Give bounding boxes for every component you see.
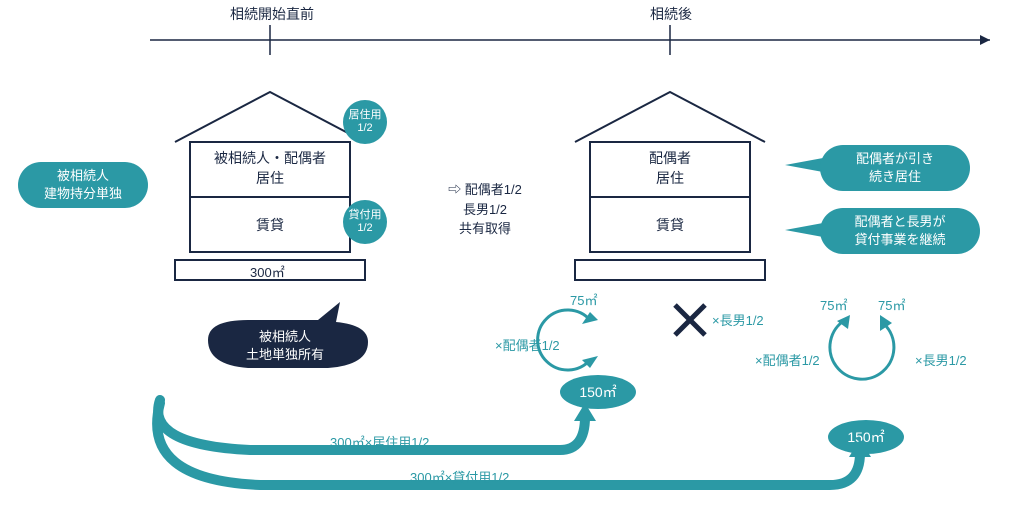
cross-label: ×長男1/2 bbox=[712, 310, 764, 329]
badge-residential: 居住用 1/2 bbox=[343, 100, 387, 144]
center-text: ⇨ 配偶者1/2 長男1/2 共有取得 bbox=[430, 180, 540, 239]
badge-rental-line2: 1/2 bbox=[357, 222, 372, 235]
right-bubble2-line1: 配偶者と長男が bbox=[854, 213, 945, 231]
cycle-right bbox=[810, 305, 910, 395]
calc-left-mult: ×配偶者1/2 bbox=[495, 335, 560, 354]
timeline bbox=[0, 0, 1013, 60]
cross-x bbox=[670, 300, 710, 340]
badge-residential-line2: 1/2 bbox=[357, 122, 372, 135]
timeline-after-label: 相続後 bbox=[650, 4, 692, 24]
calc-left-top: 75㎡ bbox=[570, 290, 597, 309]
house-left-row1: 被相続人・配偶者 居住 bbox=[195, 148, 345, 188]
left-bubble-line2: 建物持分単独 bbox=[44, 185, 122, 203]
badge-rental: 貸付用 1/2 bbox=[343, 200, 387, 244]
navy-bubble-text: 被相続人 土地単独所有 bbox=[220, 328, 350, 364]
center-text-line2: 長男1/2 bbox=[430, 200, 540, 220]
navy-bubble-line1: 被相続人 bbox=[220, 328, 350, 346]
navy-bubble-line2: 土地単独所有 bbox=[220, 346, 350, 364]
right-bubble1-line1: 配偶者が引き bbox=[856, 150, 934, 168]
house-right-row1: 配偶者 居住 bbox=[595, 148, 745, 188]
flow-label1: 300㎡×居住用1/2 bbox=[330, 432, 429, 451]
house-right-row2: 賃貸 bbox=[595, 215, 745, 235]
right-bubble1-line2: 続き居住 bbox=[869, 168, 921, 186]
calc-right-top2: 75㎡ bbox=[878, 295, 905, 314]
bubble1-tail bbox=[785, 150, 825, 180]
house-left-row2: 賃貸 bbox=[195, 215, 345, 235]
center-text-line1: ⇨ 配偶者1/2 bbox=[430, 180, 540, 200]
left-bubble: 被相続人 建物持分単独 bbox=[18, 162, 148, 208]
right-bubble1: 配偶者が引き 続き居住 bbox=[820, 145, 970, 191]
flow-label2: 300㎡×貸付用1/2 bbox=[410, 467, 509, 486]
right-bubble2-line2: 貸付事業を継続 bbox=[854, 231, 945, 249]
badge-rental-line1: 貸付用 bbox=[349, 209, 382, 222]
badge-residential-line1: 居住用 bbox=[349, 109, 382, 122]
house-left-area: 300㎡ bbox=[250, 262, 285, 281]
calc-right-mult2: ×長男1/2 bbox=[915, 350, 967, 369]
calc-right-mult1: ×配偶者1/2 bbox=[755, 350, 820, 369]
timeline-before-label: 相続開始直前 bbox=[230, 4, 314, 24]
left-bubble-line1: 被相続人 bbox=[57, 167, 109, 185]
right-bubble2: 配偶者と長男が 貸付事業を継続 bbox=[820, 208, 980, 254]
calc-right-top1: 75㎡ bbox=[820, 295, 847, 314]
center-text-line3: 共有取得 bbox=[430, 219, 540, 239]
bubble2-tail bbox=[785, 215, 825, 245]
flow-arrows bbox=[130, 395, 890, 515]
